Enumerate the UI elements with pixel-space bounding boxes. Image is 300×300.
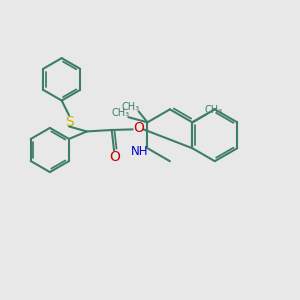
Text: O: O: [133, 121, 144, 135]
Text: CH₃: CH₃: [204, 105, 223, 115]
Text: CH₃: CH₃: [112, 108, 130, 118]
Text: S: S: [65, 115, 74, 129]
Text: NH: NH: [130, 145, 148, 158]
Text: CH₃: CH₃: [122, 102, 140, 112]
Text: O: O: [109, 150, 120, 164]
